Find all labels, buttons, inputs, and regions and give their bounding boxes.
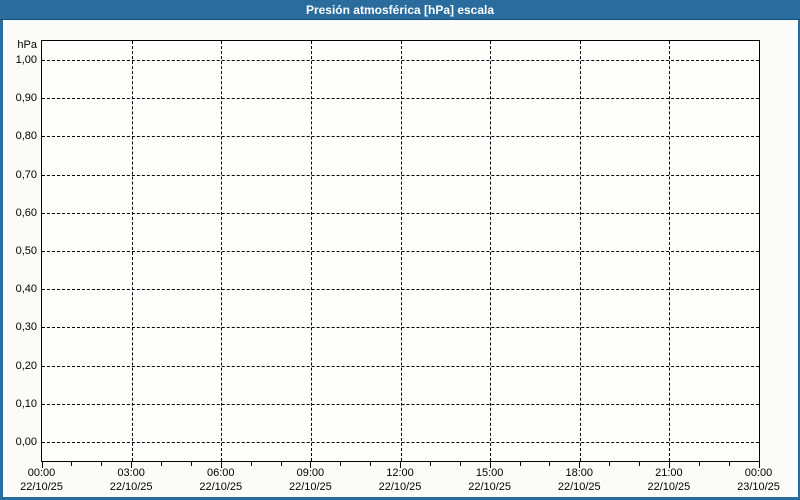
x-tick-label: 12:00 22/10/25 bbox=[379, 466, 422, 494]
y-tick-label: 0,50 bbox=[15, 245, 37, 257]
y-tick-label: 0,10 bbox=[15, 397, 37, 410]
y-axis-unit-label: hPa bbox=[17, 39, 37, 51]
gridline-vertical bbox=[579, 41, 581, 461]
x-axis-major-tick bbox=[220, 462, 222, 468]
x-axis-minor-tick bbox=[639, 462, 640, 466]
window-border-right bbox=[798, 20, 800, 500]
x-tick-date: 22/10/25 bbox=[109, 481, 153, 493]
x-tick-date: 22/10/25 bbox=[378, 481, 422, 493]
x-tick-label: 18:00 22/10/25 bbox=[558, 466, 601, 494]
x-axis-minor-tick bbox=[71, 462, 73, 466]
window-title: Presión atmosférica [hPa] escala bbox=[305, 3, 495, 17]
x-tick-time: 09:00 bbox=[296, 467, 325, 479]
y-tick-label: 0,30 bbox=[15, 321, 37, 334]
x-tick-label: 00:00 22/10/25 bbox=[20, 466, 63, 494]
gridline-vertical bbox=[310, 41, 312, 461]
x-axis-major-tick bbox=[310, 462, 312, 468]
x-tick-label: 09:00 22/10/25 bbox=[289, 466, 332, 494]
x-tick-label: 03:00 22/10/25 bbox=[110, 466, 153, 494]
x-tick-time: 12:00 bbox=[386, 467, 414, 479]
x-tick-date: 23/10/25 bbox=[737, 481, 780, 493]
window-border-left bbox=[0, 20, 3, 500]
x-axis-major-tick bbox=[668, 462, 670, 468]
window-titlebar: Presión atmosférica [hPa] escala bbox=[0, 0, 800, 20]
x-tick-date: 22/10/25 bbox=[288, 481, 332, 493]
y-tick-label: 0,70 bbox=[15, 168, 37, 181]
y-tick-label: 0,80 bbox=[15, 130, 37, 143]
y-tick-label: 0,60 bbox=[15, 206, 37, 219]
x-axis-minor-tick bbox=[429, 462, 431, 466]
x-tick-date: 22/10/25 bbox=[468, 481, 512, 493]
x-axis-minor-tick bbox=[698, 462, 700, 466]
x-tick-time: 00:00 bbox=[744, 467, 773, 479]
x-axis-major-tick bbox=[41, 462, 43, 468]
x-axis-major-tick bbox=[758, 462, 760, 468]
y-tick-label: 1,00 bbox=[15, 54, 37, 66]
x-tick-label: 06:00 22/10/25 bbox=[199, 466, 242, 494]
x-axis-minor-tick bbox=[340, 462, 342, 466]
y-tick-label: 0,20 bbox=[15, 359, 37, 372]
gridline-vertical bbox=[221, 41, 223, 461]
x-tick-time: 18:00 bbox=[565, 467, 594, 479]
x-axis-minor-tick bbox=[280, 462, 282, 466]
x-tick-date: 22/10/25 bbox=[647, 481, 691, 493]
y-tick-label: 0,40 bbox=[15, 283, 37, 296]
x-axis-minor-tick bbox=[459, 462, 461, 466]
x-axis-minor-tick bbox=[549, 462, 551, 466]
y-tick-label: 0,90 bbox=[15, 92, 37, 105]
y-tick-label: 0,00 bbox=[15, 436, 37, 448]
x-tick-label: 00:00 23/10/25 bbox=[737, 466, 780, 494]
x-tick-time: 21:00 bbox=[655, 467, 683, 479]
x-tick-time: 00:00 bbox=[27, 467, 56, 479]
x-axis-major-tick bbox=[489, 462, 491, 468]
x-axis-minor-tick bbox=[609, 462, 611, 466]
gridline-vertical bbox=[490, 41, 492, 461]
x-axis-minor-tick bbox=[370, 462, 372, 466]
x-axis-minor-tick bbox=[101, 462, 103, 466]
x-axis-major-tick bbox=[400, 462, 401, 468]
x-axis-minor-tick bbox=[519, 462, 521, 466]
x-axis-minor-tick bbox=[728, 462, 730, 466]
x-axis-minor-tick bbox=[161, 462, 162, 466]
x-tick-time: 06:00 bbox=[206, 467, 235, 479]
gridline-vertical bbox=[131, 41, 133, 461]
x-axis-major-tick bbox=[131, 462, 133, 468]
x-axis-minor-tick bbox=[190, 462, 192, 466]
plot-area bbox=[41, 40, 760, 462]
x-tick-label: 21:00 22/10/25 bbox=[647, 466, 690, 494]
window-border-bottom bbox=[0, 497, 800, 500]
x-tick-date: 22/10/25 bbox=[557, 481, 601, 493]
x-tick-date: 22/10/25 bbox=[199, 481, 243, 493]
x-axis-minor-tick bbox=[250, 462, 252, 466]
x-tick-time: 15:00 bbox=[475, 467, 504, 479]
x-axis-major-tick bbox=[579, 462, 581, 468]
x-tick-date: 22/10/25 bbox=[20, 481, 63, 493]
gridline-vertical bbox=[400, 41, 402, 461]
x-tick-time: 03:00 bbox=[117, 467, 145, 479]
x-tick-label: 15:00 22/10/25 bbox=[468, 466, 511, 494]
gridline-vertical bbox=[669, 41, 671, 461]
